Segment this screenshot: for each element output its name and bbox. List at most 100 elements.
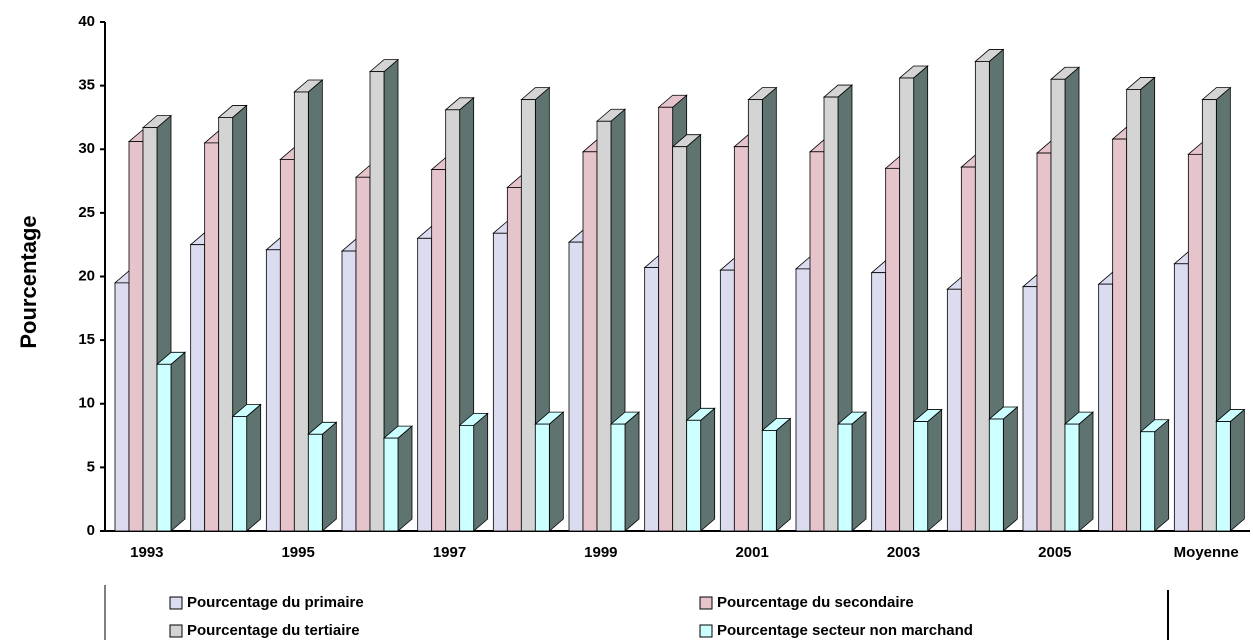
y-tick-label: 35 <box>78 77 95 94</box>
bar-side <box>473 412 489 532</box>
y-tick-label: 20 <box>78 267 95 284</box>
bar <box>1098 283 1114 532</box>
bar-side <box>170 351 186 532</box>
bar <box>960 166 976 532</box>
bar <box>568 241 584 532</box>
bar <box>459 424 475 532</box>
bar <box>383 437 399 532</box>
bar <box>747 99 763 532</box>
bar <box>686 419 702 532</box>
bar-side <box>851 411 867 532</box>
x-tick-label: 2001 <box>735 544 768 561</box>
bar <box>307 433 323 532</box>
bar-side <box>321 421 337 532</box>
bar <box>733 146 749 532</box>
bar <box>761 430 777 532</box>
bar <box>1215 421 1231 532</box>
bar <box>644 267 660 532</box>
bar <box>369 71 385 532</box>
bar <box>218 117 234 532</box>
bar-side <box>1154 418 1170 532</box>
bar-side <box>927 408 943 532</box>
bar <box>1022 286 1038 532</box>
bar <box>1187 153 1203 532</box>
bar <box>795 268 811 532</box>
bar <box>1173 263 1189 532</box>
bar <box>837 423 853 532</box>
bar <box>582 151 598 532</box>
bar <box>823 96 839 532</box>
bar <box>1036 152 1052 532</box>
bar <box>506 187 522 532</box>
bar <box>1112 138 1128 532</box>
legend-swatch <box>699 624 713 638</box>
bar-side <box>1078 411 1094 532</box>
bar <box>520 99 536 532</box>
bar <box>913 421 929 532</box>
x-tick-label: 1999 <box>584 544 617 561</box>
x-tick-label: 1997 <box>433 544 466 561</box>
bar-side <box>624 411 640 532</box>
bar <box>355 176 371 532</box>
bar <box>534 423 550 532</box>
bar-side <box>1229 408 1245 532</box>
bar-side <box>1002 406 1018 532</box>
y-tick-label: 15 <box>78 331 95 348</box>
y-tick-label: 0 <box>87 522 95 539</box>
bar <box>988 418 1004 532</box>
y-tick-label: 30 <box>78 140 95 157</box>
legend-label: Pourcentage du primaire <box>187 594 364 611</box>
legend-label: Pourcentage du secondaire <box>717 594 914 611</box>
bar <box>341 250 357 532</box>
bar <box>204 142 220 532</box>
legend-label: Pourcentage du tertiaire <box>187 622 360 639</box>
x-tick-label: Moyenne <box>1174 544 1239 561</box>
bar-side <box>397 425 413 532</box>
bar <box>610 423 626 532</box>
bar-side <box>775 417 791 532</box>
bar <box>809 151 825 532</box>
bar <box>431 169 447 532</box>
bar <box>417 237 433 532</box>
bar <box>232 416 248 532</box>
bar <box>946 288 962 532</box>
y-tick-label: 5 <box>87 458 95 475</box>
bar <box>265 249 281 532</box>
bar <box>1201 99 1217 532</box>
bar-side <box>700 407 716 532</box>
bar <box>293 91 309 532</box>
bar <box>1126 89 1142 532</box>
bar <box>1064 423 1080 532</box>
x-tick-label: 2005 <box>1038 544 1071 561</box>
y-tick-label: 25 <box>78 204 95 221</box>
bar <box>596 120 612 532</box>
x-tick-label: 1993 <box>130 544 163 561</box>
bar <box>492 232 508 532</box>
bar <box>114 282 130 532</box>
x-tick-label: 1995 <box>281 544 314 561</box>
bar <box>445 109 461 532</box>
bar <box>279 159 295 532</box>
y-tick-label: 10 <box>78 395 95 412</box>
bar <box>658 106 674 532</box>
bar <box>142 127 158 532</box>
legend-label: Pourcentage secteur non marchand <box>717 622 973 639</box>
bar <box>885 167 901 532</box>
bar <box>974 61 990 532</box>
bar-side <box>548 411 564 532</box>
bar <box>1140 431 1156 532</box>
bar-side <box>246 403 262 532</box>
legend-swatch <box>169 624 183 638</box>
bar <box>156 363 172 532</box>
bar <box>871 272 887 532</box>
bar <box>128 141 144 532</box>
bar <box>190 244 206 532</box>
bar <box>899 77 915 532</box>
y-tick-label: 40 <box>78 13 95 30</box>
bar <box>719 269 735 532</box>
legend-swatch <box>699 596 713 610</box>
bar <box>1050 78 1066 532</box>
x-tick-label: 2003 <box>887 544 920 561</box>
bar <box>672 146 688 532</box>
